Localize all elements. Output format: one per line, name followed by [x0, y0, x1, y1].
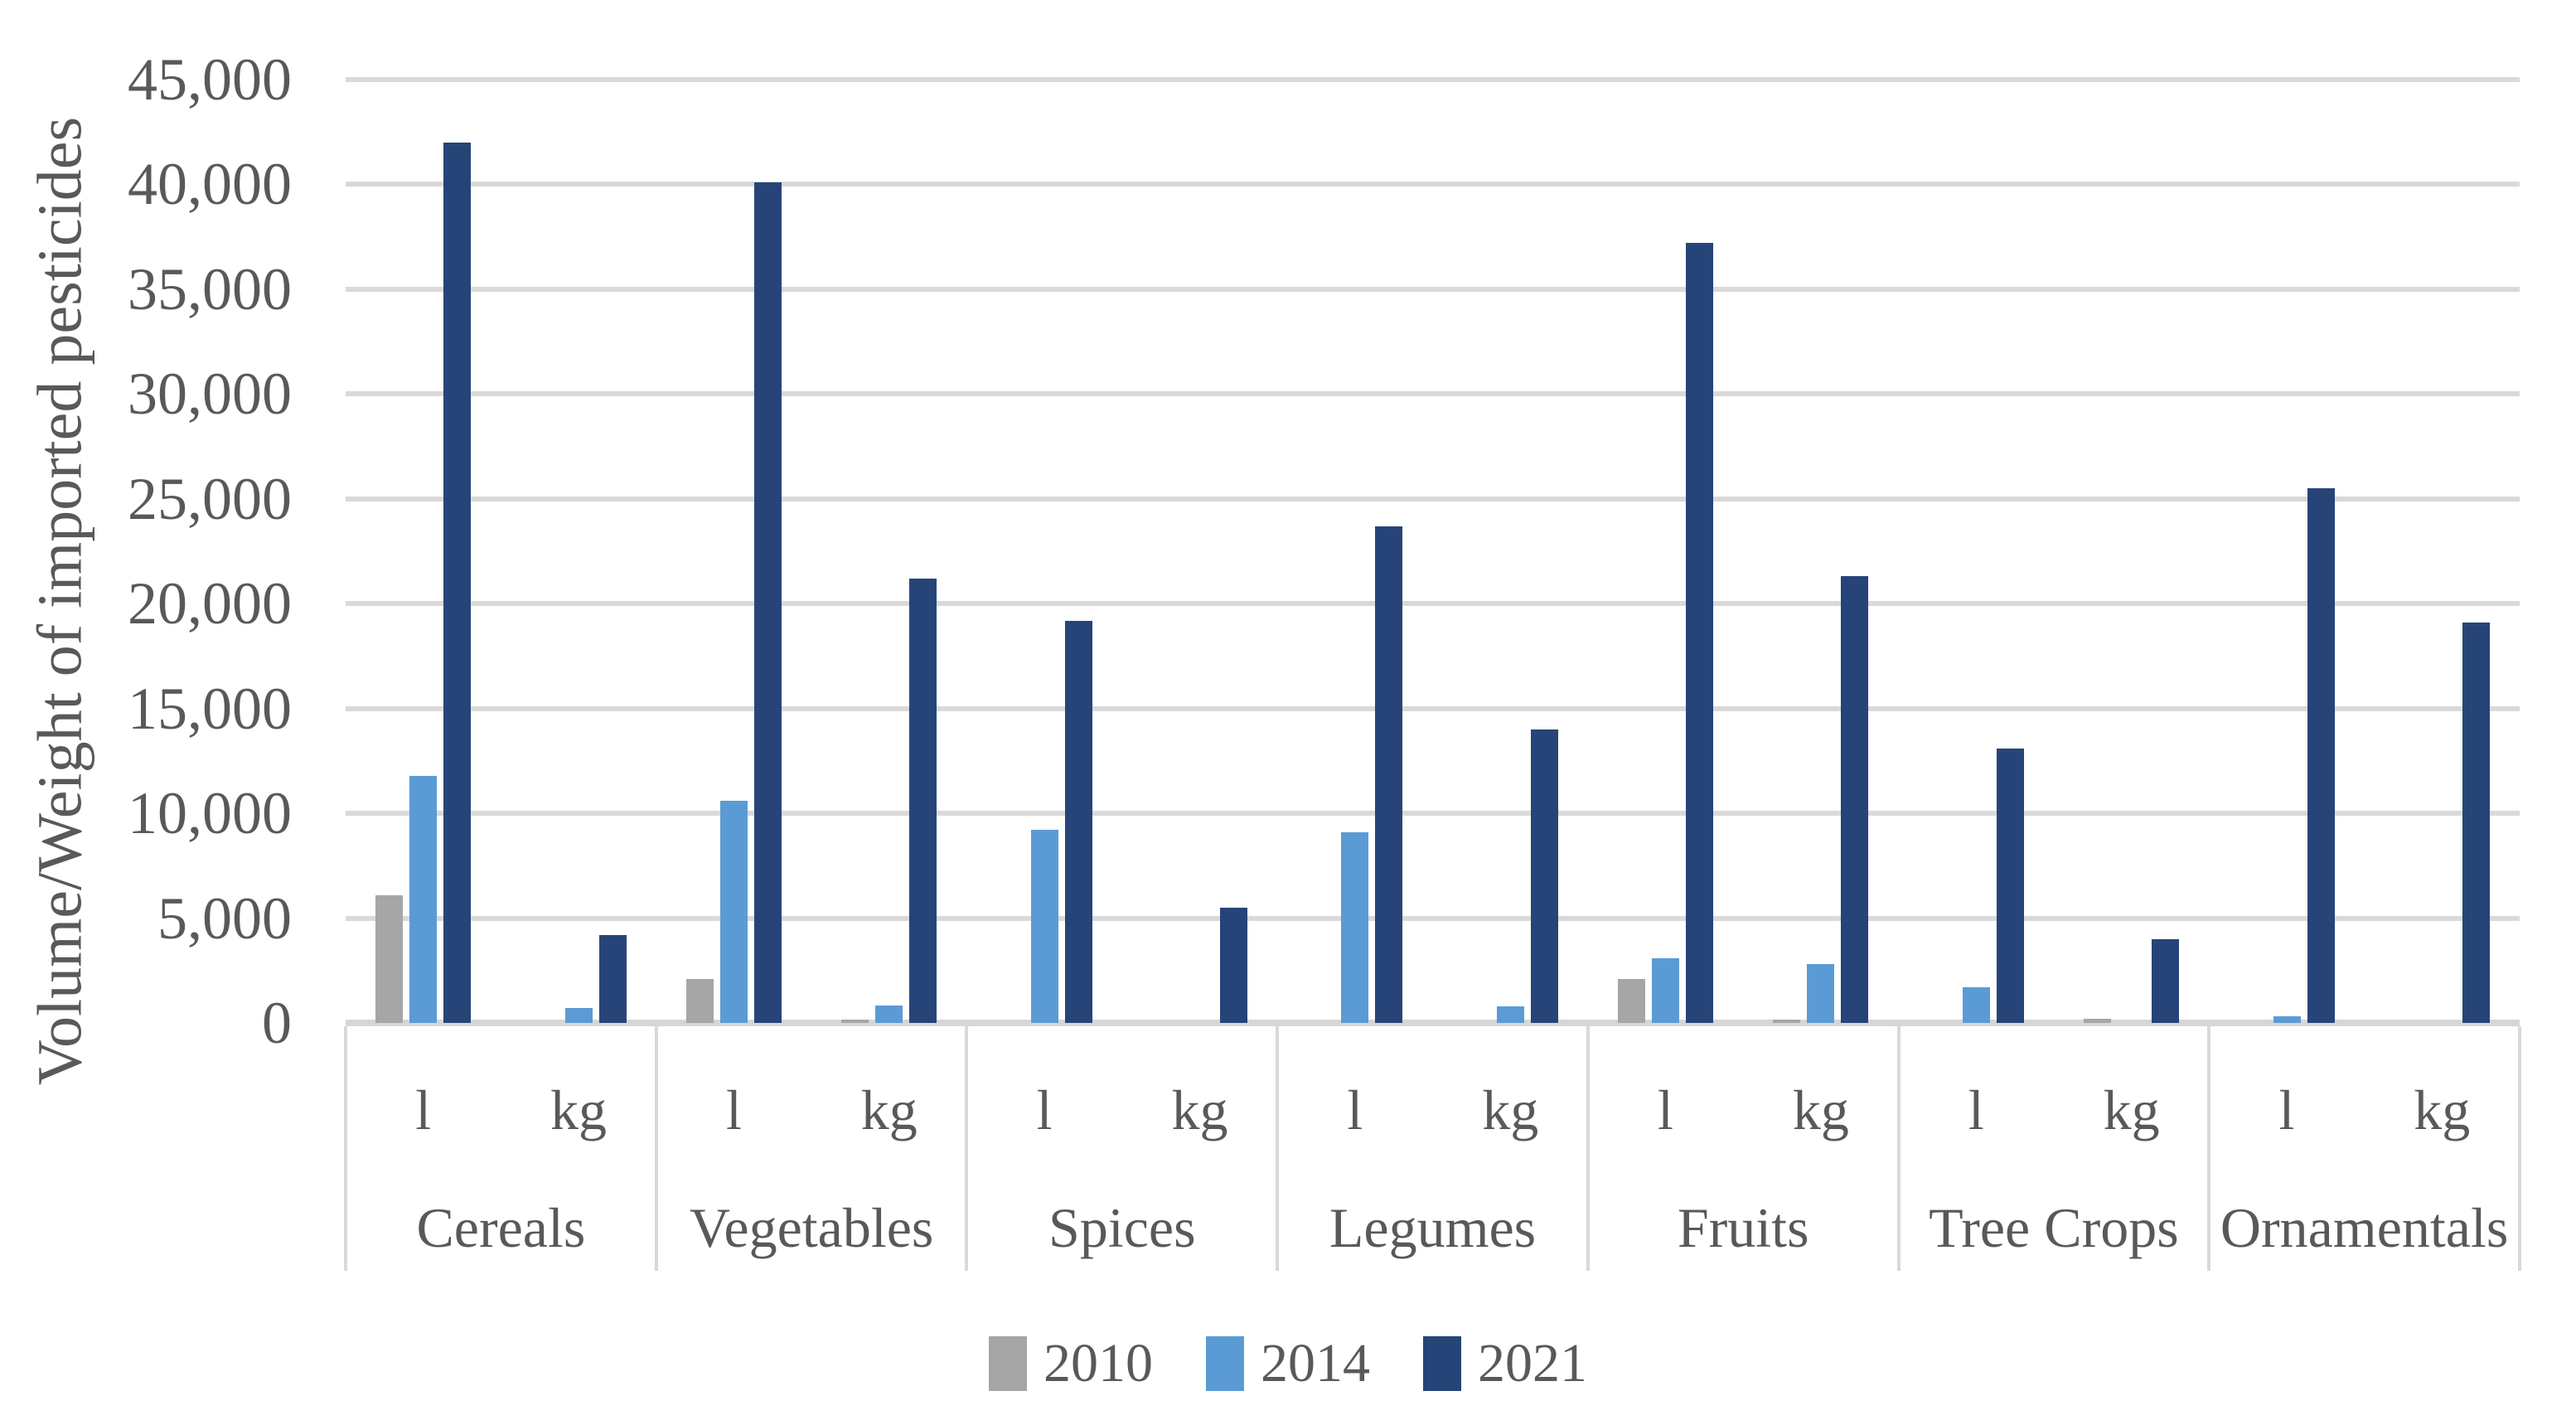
legend-label-2010: 2010	[1043, 1333, 1153, 1393]
legend-swatch-2010	[989, 1336, 1027, 1391]
bar-2021-legumes-kg	[1530, 729, 1558, 1023]
y-tick-label-45000: 45,000	[128, 46, 292, 113]
gridline-5000	[346, 915, 2520, 921]
category-label-spices: Spices	[1048, 1196, 1196, 1259]
unit-label-fruits-kg: kg	[1792, 1078, 1849, 1141]
unit-label-tree-crops-l: l	[1968, 1078, 1984, 1141]
bar-2014-spices-l	[1030, 830, 1058, 1023]
gridline-40000	[346, 182, 2520, 187]
legend-label-2014: 2014	[1261, 1333, 1370, 1393]
gridline-35000	[346, 286, 2520, 292]
bar-2014-cereals-kg	[564, 1008, 593, 1023]
bar-2021-vegetables-kg	[909, 578, 937, 1023]
unit-label-cereals-kg: kg	[550, 1078, 607, 1141]
category-label-legumes: Legumes	[1329, 1196, 1537, 1259]
category-divider	[2207, 1026, 2211, 1271]
bar-2014-legumes-kg	[1496, 1006, 1524, 1023]
bar-2021-cereals-l	[443, 142, 472, 1023]
category-label-fruits: Fruits	[1677, 1196, 1809, 1259]
y-tick-label-0: 0	[262, 990, 292, 1056]
category-divider	[344, 1026, 347, 1271]
bar-2010-vegetables-l	[685, 978, 714, 1023]
unit-label-ornamentals-kg: kg	[2414, 1078, 2471, 1141]
bar-2021-cereals-kg	[598, 934, 627, 1023]
category-divider	[1276, 1026, 1280, 1271]
legend-label-2021: 2021	[1478, 1333, 1587, 1393]
bar-2021-fruits-l	[1686, 243, 1713, 1023]
gridline-10000	[346, 811, 2520, 817]
bar-2014-cereals-l	[409, 775, 438, 1023]
bar-2014-tree-crops-l	[1962, 987, 1990, 1023]
category-divider	[1586, 1026, 1590, 1271]
legend-swatch-2014	[1206, 1336, 1244, 1391]
unit-label-cereals-l: l	[415, 1078, 432, 1141]
category-divider	[2518, 1026, 2521, 1271]
category-label-vegetables: Vegetables	[689, 1196, 934, 1259]
y-tick-label-30000: 30,000	[128, 361, 292, 428]
y-tick-label-5000: 5,000	[157, 884, 292, 952]
unit-label-ornamentals-l: l	[2278, 1078, 2295, 1141]
bar-2021-tree-crops-l	[1996, 748, 2024, 1023]
bar-2014-vegetables-kg	[875, 1005, 903, 1023]
unit-label-legumes-l: l	[1347, 1078, 1363, 1141]
bar-2014-ornamentals-l	[2273, 1016, 2301, 1023]
unit-label-vegetables-kg: kg	[860, 1078, 918, 1141]
plot-area	[346, 77, 2520, 1026]
bar-2010-vegetables-kg	[841, 1020, 869, 1023]
unit-label-tree-crops-kg: kg	[2103, 1078, 2160, 1141]
legend: 2010 2014 2021	[0, 1336, 2576, 1391]
category-label-tree-crops: Tree Crops	[1929, 1196, 2179, 1259]
bar-2010-fruits-l	[1618, 978, 1645, 1023]
bar-2010-fruits-kg	[1773, 1020, 1801, 1023]
bar-2021-vegetables-l	[753, 182, 782, 1023]
bar-2021-fruits-kg	[1841, 576, 1869, 1023]
bar-2010-cereals-l	[375, 894, 404, 1023]
bar-2014-vegetables-l	[719, 800, 748, 1023]
legend-item-2010: 2010	[989, 1336, 1153, 1391]
y-tick-label-25000: 25,000	[128, 465, 292, 532]
bar-2021-ornamentals-kg	[2462, 623, 2490, 1023]
gridline-20000	[346, 601, 2520, 607]
y-tick-label-10000: 10,000	[128, 780, 292, 847]
category-label-cereals: Cereals	[416, 1196, 586, 1259]
unit-label-spices-kg: kg	[1171, 1078, 1228, 1141]
x-axis-line	[346, 1020, 2520, 1026]
legend-swatch-2021	[1423, 1336, 1461, 1391]
y-tick-label-20000: 20,000	[128, 570, 292, 637]
category-divider	[965, 1026, 969, 1271]
bar-2014-fruits-kg	[1807, 964, 1835, 1023]
bar-2021-spices-kg	[1220, 907, 1247, 1023]
bar-2014-legumes-l	[1341, 831, 1369, 1023]
y-tick-label-40000: 40,000	[128, 151, 292, 218]
unit-label-spices-l: l	[1036, 1078, 1053, 1141]
category-divider	[654, 1026, 658, 1271]
bar-2021-spices-l	[1064, 620, 1092, 1023]
bar-2010-tree-crops-kg	[2084, 1018, 2112, 1023]
gridline-45000	[346, 77, 2520, 82]
bar-2014-fruits-l	[1652, 957, 1679, 1023]
gridline-15000	[346, 705, 2520, 711]
unit-label-fruits-l: l	[1658, 1078, 1673, 1141]
unit-label-legumes-kg: kg	[1482, 1078, 1539, 1141]
bar-2021-legumes-l	[1375, 526, 1403, 1023]
y-tick-label-35000: 35,000	[128, 255, 292, 322]
gridline-30000	[346, 391, 2520, 397]
category-label-ornamentals: Ornamentals	[2220, 1196, 2509, 1259]
category-divider	[1896, 1026, 1901, 1271]
legend-item-2014: 2014	[1206, 1336, 1370, 1391]
unit-label-vegetables-l: l	[725, 1078, 742, 1141]
y-tick-label-15000: 15,000	[128, 675, 292, 742]
bar-2021-ornamentals-l	[2307, 488, 2335, 1023]
bar-2021-tree-crops-kg	[2152, 938, 2180, 1023]
gridline-25000	[346, 496, 2520, 502]
legend-item-2021: 2021	[1423, 1336, 1587, 1391]
